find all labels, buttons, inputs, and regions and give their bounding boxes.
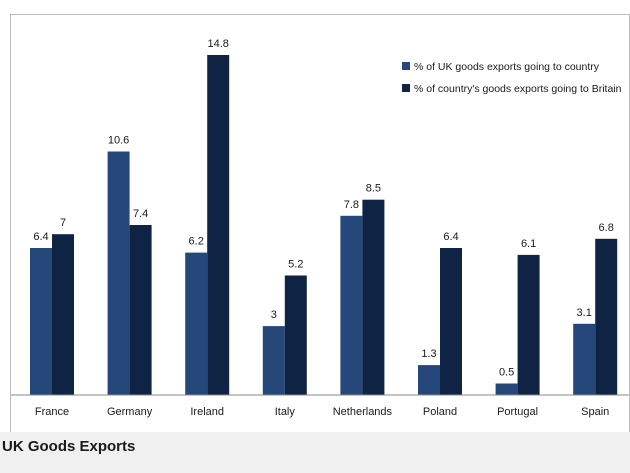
x-tick-poland: Poland [423, 406, 457, 418]
x-tick-france: France [35, 406, 69, 418]
legend: % of UK goods exports going to country %… [402, 61, 622, 95]
bar-poland-series-2 [440, 248, 462, 395]
data-label-netherlands-series-2: 8.5 [366, 183, 381, 195]
legend-swatch-series-1 [402, 62, 410, 70]
bar-spain-series-1 [573, 323, 596, 395]
legend-swatch-series-2 [402, 84, 410, 92]
data-label-netherlands-series-1: 7.8 [344, 199, 359, 211]
bar-portugal-series-1 [495, 383, 518, 395]
data-label-germany-series-1: 10.6 [108, 135, 129, 147]
data-label-spain-series-1: 3.1 [577, 307, 592, 319]
x-tick-spain: Spain [581, 406, 609, 418]
data-label-poland-series-2: 6.4 [443, 231, 458, 243]
data-label-ireland-series-2: 14.8 [207, 38, 228, 50]
bar-italy-series-2 [284, 275, 307, 395]
data-label-france-series-1: 6.4 [33, 231, 48, 243]
data-label-italy-series-2: 5.2 [288, 259, 303, 271]
data-label-poland-series-1: 1.3 [421, 348, 436, 360]
x-ticks-layer: France Germany Ireland Italy Netherlands Pola… [35, 406, 609, 418]
x-tick-portugal: Portugal [497, 406, 538, 418]
legend-label-series-1: % of UK goods exports going to country [414, 61, 600, 73]
bar-portugal-series-2 [517, 254, 540, 395]
bar-poland-series-1 [418, 365, 440, 395]
bar-germany-series-1 [107, 151, 130, 395]
data-label-germany-series-2: 7.4 [133, 208, 148, 220]
x-tick-netherlands: Netherlands [333, 406, 393, 418]
bar-netherlands-series-1 [340, 215, 363, 395]
data-label-spain-series-2: 6.8 [599, 222, 614, 234]
x-tick-germany: Germany [107, 406, 153, 418]
bars-layer [30, 55, 618, 395]
bar-italy-series-1 [262, 326, 285, 395]
caption-bar: UK Goods Exports [0, 432, 630, 473]
bar-spain-series-2 [595, 238, 618, 395]
data-label-ireland-series-1: 6.2 [189, 236, 204, 248]
chart-caption: UK Goods Exports [2, 438, 136, 455]
bar-germany-series-2 [129, 225, 152, 395]
bar-ireland-series-1 [185, 252, 208, 395]
legend-label-series-2: % of country's goods exports going to Br… [414, 83, 622, 95]
data-label-portugal-series-1: 0.5 [499, 367, 514, 379]
bar-france-series-2 [52, 234, 74, 395]
bar-netherlands-series-2 [362, 199, 385, 395]
bar-france-series-1 [30, 248, 52, 395]
data-label-italy-series-1: 3 [271, 309, 277, 321]
data-label-france-series-2: 7 [60, 217, 66, 229]
x-tick-italy: Italy [275, 406, 296, 418]
bar-chart: 6.4 7 10.6 7.4 6.2 14.8 3 5.2 7.8 8.5 1.3 6.4 0.5 6.1… [11, 38, 629, 418]
data-label-portugal-series-2: 6.1 [521, 238, 536, 250]
bar-ireland-series-2 [207, 55, 230, 395]
data-labels-layer: 6.4 7 10.6 7.4 6.2 14.8 3 5.2 7.8 8.5 1.3 6.4 0.5 6.1… [33, 38, 613, 379]
x-tick-ireland: Ireland [190, 406, 224, 418]
